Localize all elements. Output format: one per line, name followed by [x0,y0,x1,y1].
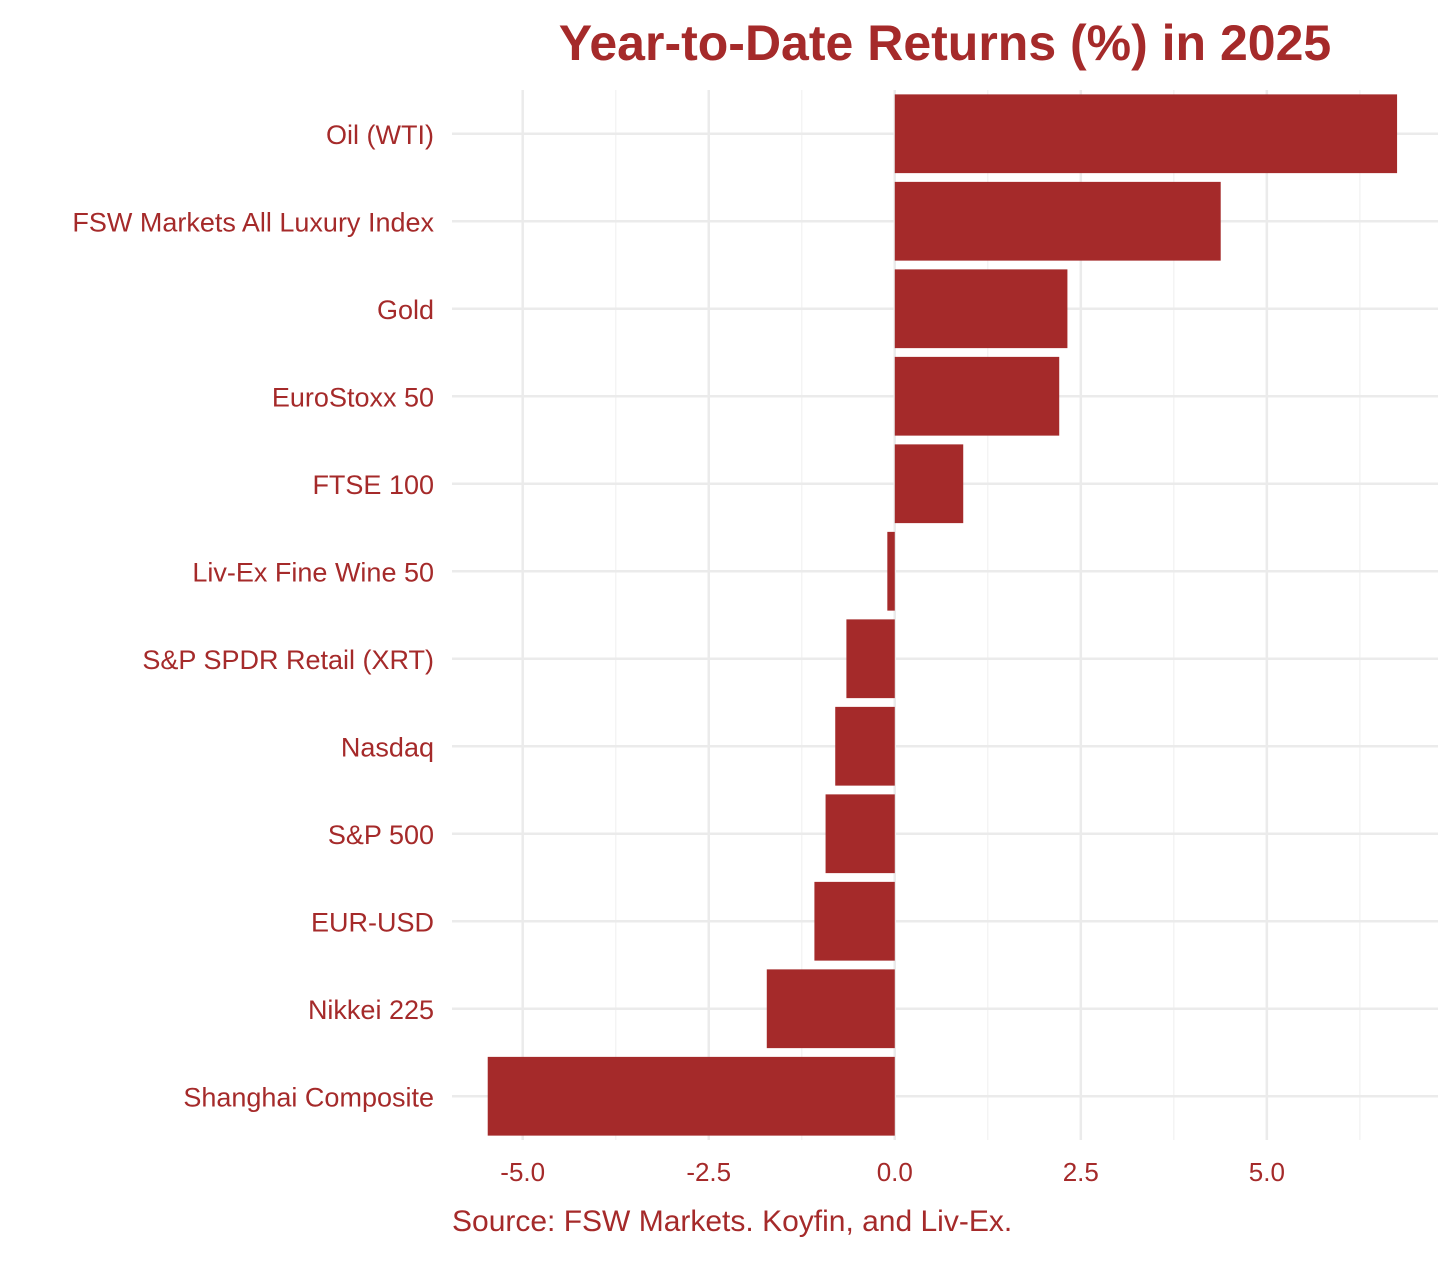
category-label: FTSE 100 [312,470,434,500]
category-label: Gold [377,295,434,325]
chart-caption: Source: FSW Markets. Koyfin, and Liv-Ex. [452,1205,1013,1238]
category-label: S&P 500 [328,820,434,850]
x-tick-label: -5.0 [500,1157,545,1187]
x-tick-label: -2.5 [686,1157,731,1187]
bar [766,969,895,1049]
category-label: Oil (WTI) [326,120,434,150]
bar [894,181,1221,261]
bar [894,269,1068,349]
x-tick-label: 2.5 [1063,1157,1099,1187]
category-label: FSW Markets All Luxury Index [72,207,434,237]
x-tick-label: 5.0 [1249,1157,1285,1187]
category-label: Nikkei 225 [308,995,434,1025]
category-label: S&P SPDR Retail (XRT) [142,645,434,675]
chart-title: Year-to-Date Returns (%) in 2025 [558,15,1332,71]
category-label: EUR-USD [311,907,434,937]
bar [894,94,1398,174]
bar [814,881,895,961]
category-label: Nasdaq [341,732,434,762]
bar [894,356,1060,436]
category-label: Shanghai Composite [183,1082,434,1112]
x-tick-labels: -5.0 -2.5 0.0 2.5 5.0 [500,1157,1285,1187]
category-label: EuroStoxx 50 [272,382,434,412]
bar [825,794,895,874]
bar [835,706,895,786]
bar [846,619,895,699]
bar [487,1056,895,1136]
x-tick-label: 0.0 [877,1157,913,1187]
category-labels: Oil (WTI) FSW Markets All Luxury Index Gol… [72,120,434,1113]
category-label: Liv-Ex Fine Wine 50 [192,557,434,587]
bar [887,531,895,611]
bar [894,444,964,524]
bars [487,94,1398,1136]
